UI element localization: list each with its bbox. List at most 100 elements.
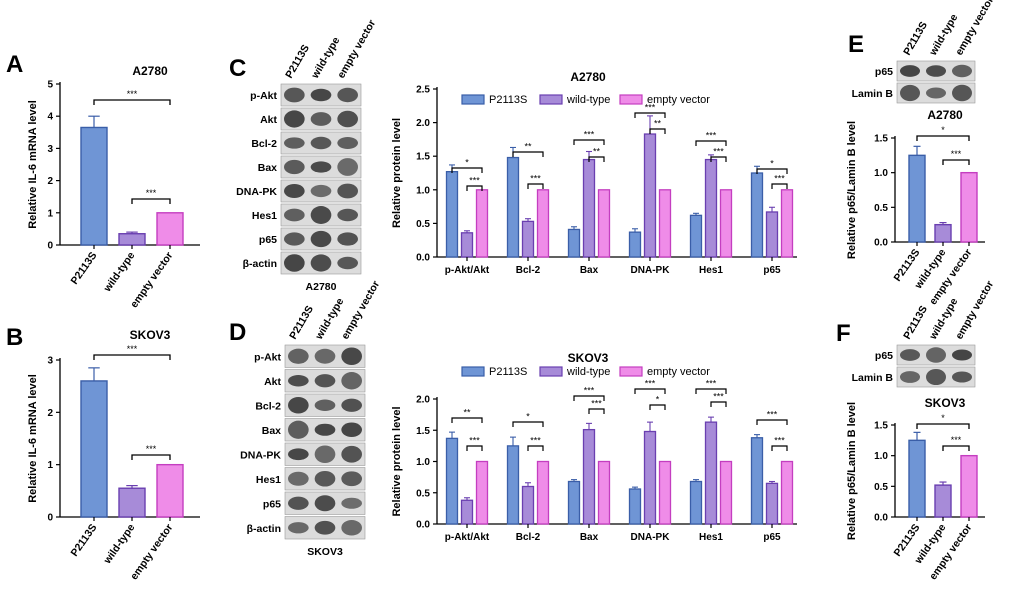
significance-bracket <box>573 139 605 145</box>
blot-row-label: p-Akt <box>250 90 277 102</box>
panel-letter-e: E <box>848 31 864 58</box>
significance-label: *** <box>774 174 785 184</box>
blot-band <box>341 398 362 412</box>
bar-empty-vector <box>156 463 184 518</box>
y-tick-label: 1.0 <box>416 457 430 468</box>
y-tick-label: 0 <box>47 241 53 252</box>
y-tick-label: 2.0 <box>416 118 430 129</box>
significance-label: *** <box>146 444 157 454</box>
y-tick-label: 1.5 <box>874 134 888 145</box>
blot-band <box>310 254 332 272</box>
legend-label: empty vector <box>647 366 710 378</box>
bar-wild-type <box>118 233 146 246</box>
y-tick-label: 3 <box>47 144 53 155</box>
chart-title: SKOV3 <box>130 328 171 342</box>
y-tick-label: 1.5 <box>874 421 888 432</box>
y-axis-label: Relative protein level <box>391 118 403 228</box>
lane-label: empty vector <box>953 279 996 342</box>
blot-band <box>314 470 336 487</box>
legend-swatch <box>461 94 485 105</box>
bar-empty-vector <box>475 460 489 525</box>
significance-label: *** <box>774 436 785 446</box>
blot-band <box>314 348 336 364</box>
bar-empty-vector <box>536 460 550 525</box>
bar-wild-type <box>704 158 718 258</box>
blot-band <box>900 371 920 383</box>
bar-p2113s <box>567 228 581 258</box>
y-tick-label: 0.5 <box>874 482 888 493</box>
blot-row-label: p65 <box>875 350 893 362</box>
bar-p2113s <box>908 439 926 518</box>
panel-letter-f: F <box>836 320 851 347</box>
blot-band <box>341 520 362 536</box>
x-tick-label: p65 <box>763 265 781 276</box>
chart-b: SKOV3 Relative IL-6 mRNA level 0 1 2 3 P2113S w… <box>27 328 200 582</box>
significance-bracket <box>588 408 605 414</box>
blot-band <box>341 471 362 487</box>
significance-bracket <box>93 354 171 360</box>
x-tick-label: Bcl-2 <box>516 265 541 276</box>
significance-label: *** <box>530 174 541 184</box>
blot-band <box>314 495 336 512</box>
significance-label: *** <box>530 436 541 446</box>
blot-band <box>288 496 309 510</box>
bar-p2113s <box>750 437 764 525</box>
blot-row-label: Hes1 <box>252 210 277 222</box>
bar-empty-vector <box>475 189 489 258</box>
bar-wild-type <box>765 482 779 525</box>
significance-label: *** <box>713 392 724 402</box>
y-tick-label: 0.5 <box>416 219 430 230</box>
bar-empty-vector <box>658 460 672 525</box>
blot-band <box>284 254 305 272</box>
significance-label: *** <box>584 130 595 140</box>
bar-wild-type <box>643 133 657 258</box>
x-tick-label: Hes1 <box>699 532 723 543</box>
blot-row-label: Lamin B <box>852 88 894 100</box>
y-tick-label: 1 <box>47 208 53 219</box>
panel-letter-a: A <box>6 51 23 78</box>
bar-wild-type <box>765 211 779 258</box>
bar-empty-vector <box>719 189 733 258</box>
blot-band <box>314 445 336 464</box>
y-axis-label: Relative protein level <box>391 406 403 516</box>
significance-bracket <box>916 423 970 429</box>
significance-label: ** <box>524 142 532 152</box>
y-tick-label: 0.0 <box>874 238 888 249</box>
lane-label: empty vector <box>335 18 378 81</box>
blot-band <box>314 423 336 436</box>
y-tick-label: 1.5 <box>416 152 430 163</box>
y-tick-label: 1.0 <box>874 168 888 179</box>
blot-band <box>314 520 336 535</box>
blot-row-label: Akt <box>260 114 277 126</box>
significance-label: * <box>465 158 469 168</box>
bar-wild-type <box>934 223 952 243</box>
blot-band <box>288 522 309 534</box>
y-tick-label: 1.0 <box>416 185 430 196</box>
y-tick-label: 2 <box>47 408 53 419</box>
x-tick-label: P2113S <box>69 250 100 287</box>
blot-row-label: p65 <box>259 234 277 246</box>
significance-bracket <box>756 419 788 425</box>
significance-bracket <box>451 417 483 423</box>
x-tick-label: DNA-PK <box>631 265 671 276</box>
legend-label: wild-type <box>566 366 610 378</box>
y-axis-label: Relative IL-6 mRNA level <box>27 374 39 503</box>
chart-title: A2780 <box>570 70 606 84</box>
chart-title: A2780 <box>927 108 963 122</box>
bar-wild-type <box>704 421 718 525</box>
legend-label: wild-type <box>566 94 610 106</box>
bar-empty-vector <box>780 460 794 525</box>
significance-bracket <box>527 183 544 189</box>
significance-bracket <box>942 445 970 451</box>
bar-empty-vector <box>156 212 184 246</box>
blot-band <box>284 110 305 128</box>
bar-p2113s <box>80 126 108 246</box>
bar-p2113s <box>80 380 108 518</box>
blot-band <box>310 88 332 102</box>
blot-band <box>952 371 972 383</box>
significance-bracket <box>131 198 171 204</box>
significance-bracket <box>756 168 788 174</box>
